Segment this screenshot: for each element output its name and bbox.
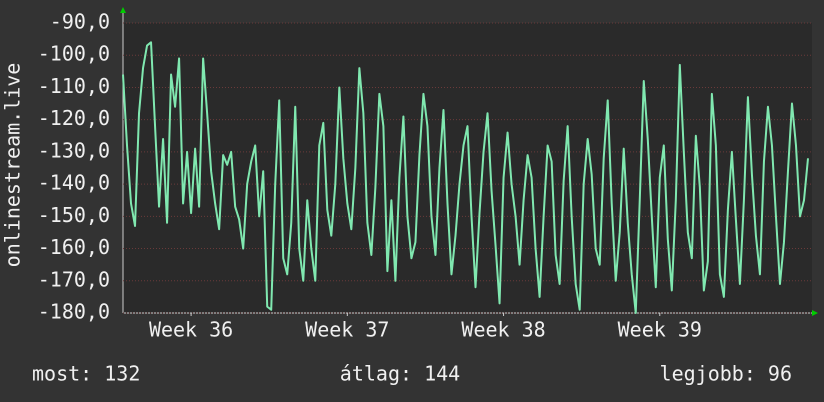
x-tick-label: Week 36 [149, 318, 233, 342]
x-tick-label: Week 38 [461, 318, 545, 342]
footer-current: most: 132 [32, 362, 140, 386]
footer-average: átlag: 144 [340, 362, 460, 386]
data-line [122, 41, 809, 314]
y-arrow [120, 7, 126, 13]
y-tick-label: -170,0 [38, 267, 110, 291]
x-arrow [812, 310, 818, 316]
footer-best: legjobb: 96 [660, 362, 792, 386]
y-tick-label: -130,0 [38, 138, 110, 162]
plot-area [123, 23, 812, 313]
y-tick-label: -110,0 [38, 74, 110, 98]
y-axis-label: onlinestream.live [1, 63, 25, 268]
y-tick-label: -180,0 [38, 300, 110, 324]
x-tick-label: Week 39 [618, 318, 702, 342]
y-tick-label: -90,0 [50, 10, 110, 34]
x-tick-label: Week 37 [305, 318, 389, 342]
y-tick-label: -120,0 [38, 106, 110, 130]
y-tick-label: -140,0 [38, 171, 110, 195]
y-tick-label: -150,0 [38, 203, 110, 227]
y-tick-label: -160,0 [38, 235, 110, 259]
y-tick-label: -100,0 [38, 42, 110, 66]
